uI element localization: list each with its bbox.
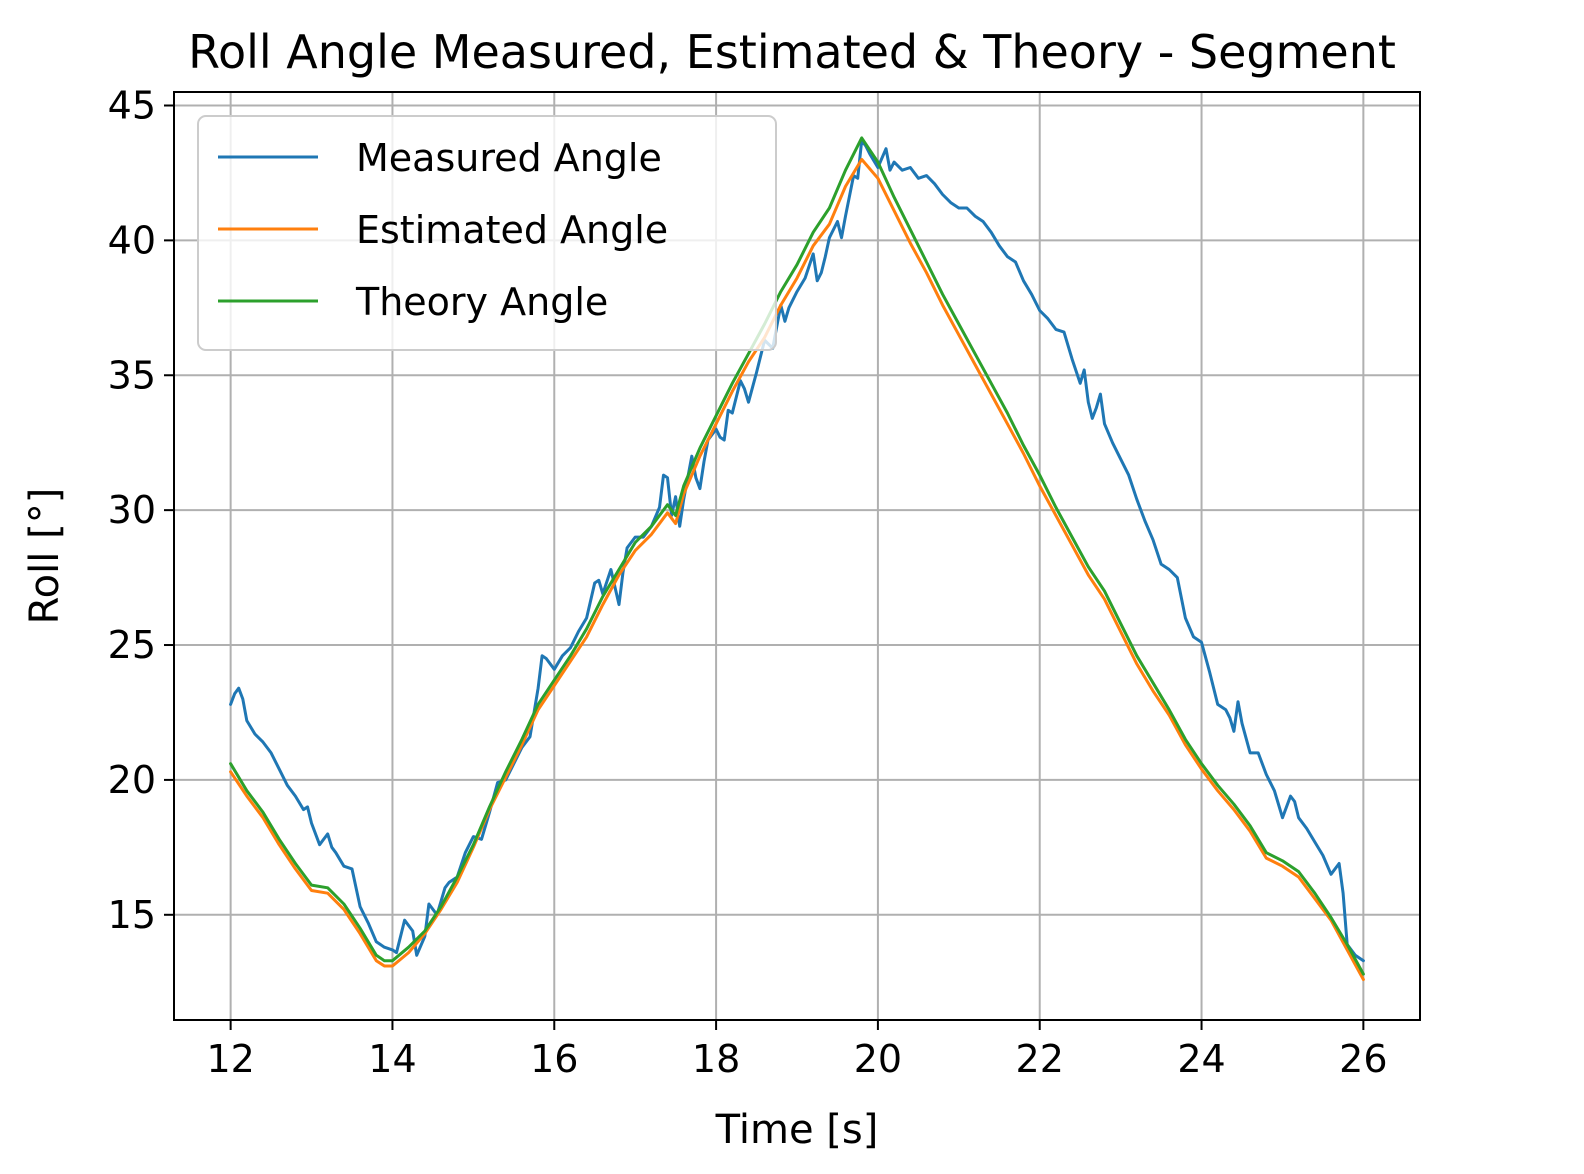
y-tick-label: 15	[108, 893, 156, 937]
x-tick-label: 26	[1339, 1037, 1387, 1081]
legend-label-measured: Measured Angle	[356, 136, 662, 180]
estimated-angle-line	[229, 157, 1365, 981]
x-tick-label: 16	[530, 1037, 578, 1081]
x-tick-label: 24	[1177, 1037, 1225, 1081]
grid-lines	[174, 92, 1420, 1020]
x-axis-label: Time [s]	[715, 1107, 879, 1153]
y-tick-label: 25	[108, 623, 156, 667]
y-tick-label: 20	[108, 758, 156, 802]
chart-title: Roll Angle Measured, Estimated & Theory …	[188, 25, 1396, 79]
x-tick-label: 20	[854, 1037, 902, 1081]
legend-label-theory: Theory Angle	[355, 280, 608, 324]
theory-angle-line	[229, 136, 1365, 976]
axis-ticks: 12 14 16 18 20 22 24 26 15 20 25 30 35 40 45	[108, 83, 1388, 1081]
legend-label-estimated: Estimated Angle	[356, 208, 668, 252]
y-axis-label: Roll [°]	[22, 488, 68, 625]
x-tick-label: 12	[206, 1037, 254, 1081]
x-tick-label: 22	[1016, 1037, 1064, 1081]
legend: Measured Angle Estimated Angle Theory An…	[197, 115, 777, 351]
y-tick-label: 45	[108, 83, 156, 127]
plot-frame	[173, 91, 1421, 1021]
x-tick-label: 18	[692, 1037, 740, 1081]
y-tick-label: 30	[108, 488, 156, 532]
measured-angle-line	[229, 139, 1365, 963]
y-tick-label: 35	[108, 353, 156, 397]
legend-box	[197, 115, 777, 351]
y-tick-label: 40	[108, 218, 156, 262]
x-tick-label: 14	[368, 1037, 416, 1081]
series-lines	[229, 136, 1365, 981]
